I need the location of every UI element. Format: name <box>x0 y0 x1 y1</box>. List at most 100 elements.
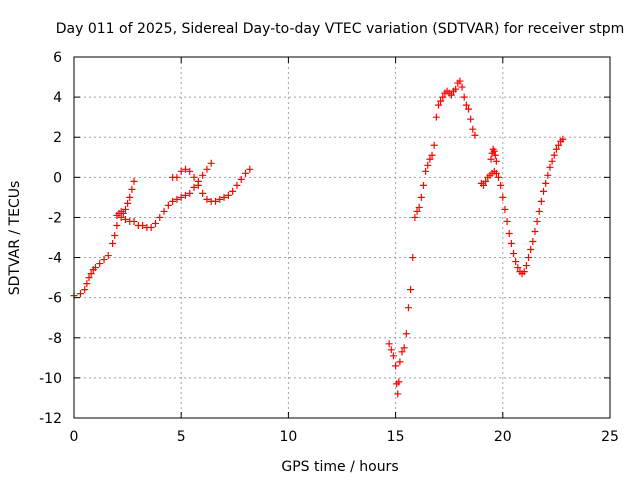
data-point <box>130 217 138 225</box>
data-point <box>394 390 402 398</box>
data-point <box>81 286 89 294</box>
data-point <box>520 268 528 276</box>
series-segment-1 <box>70 177 138 300</box>
data-point <box>535 207 543 215</box>
data-point <box>130 177 138 185</box>
series-segment-2 <box>113 159 215 231</box>
data-point <box>487 155 495 163</box>
y-tick-label: -10 <box>39 371 62 387</box>
data-point <box>173 173 181 181</box>
data-point <box>462 101 470 109</box>
data-point <box>555 141 563 149</box>
axes <box>73 56 611 419</box>
data-point <box>128 185 136 193</box>
data-point <box>229 187 237 195</box>
data-point <box>177 193 185 201</box>
x-tick-labels: 0 5 10 15 20 25 <box>70 429 619 445</box>
data-point <box>233 181 241 189</box>
y-tick-label: 2 <box>53 130 62 146</box>
data-point <box>160 207 168 215</box>
grid <box>74 57 610 418</box>
data-point <box>177 167 185 175</box>
chart-title: Day 011 of 2025, Sidereal Day-to-day VTE… <box>56 21 625 37</box>
data-point <box>212 197 220 205</box>
series-segment-5 <box>477 135 567 278</box>
data-point <box>409 254 417 262</box>
data-point <box>85 274 93 282</box>
data-point <box>430 141 438 149</box>
data-point <box>417 193 425 201</box>
plot-frame <box>73 56 611 419</box>
data-point <box>139 221 147 229</box>
data-point <box>181 165 189 173</box>
data-point <box>452 85 460 93</box>
series-segment-6 <box>487 145 500 165</box>
data-point <box>491 151 499 159</box>
data-points <box>70 77 567 398</box>
data-point <box>424 161 432 169</box>
data-point <box>552 145 560 153</box>
data-point <box>190 183 198 191</box>
data-point <box>151 219 159 227</box>
y-tick-label: -8 <box>48 331 62 347</box>
data-point <box>460 93 468 101</box>
data-point <box>527 246 535 254</box>
data-point <box>96 260 104 268</box>
data-point <box>407 286 415 294</box>
x-tick-label: 20 <box>494 429 512 445</box>
data-point <box>389 352 397 360</box>
data-point <box>400 344 408 352</box>
data-point <box>439 93 447 101</box>
data-point <box>492 157 500 165</box>
data-point <box>490 147 498 155</box>
data-point <box>503 217 511 225</box>
data-point <box>199 189 207 197</box>
y-tick-label: -2 <box>48 210 62 226</box>
data-point <box>113 211 121 219</box>
data-point <box>121 205 129 213</box>
data-point <box>471 131 479 139</box>
data-point <box>224 191 232 199</box>
data-point <box>100 256 108 264</box>
data-point <box>529 238 537 246</box>
data-point <box>83 280 91 288</box>
data-point <box>119 209 127 217</box>
data-point <box>216 195 224 203</box>
data-point <box>147 223 155 231</box>
y-tick-label: 6 <box>53 50 62 66</box>
data-point <box>501 205 509 213</box>
data-point <box>91 264 99 272</box>
data-point <box>385 340 393 348</box>
data-point <box>194 181 202 189</box>
x-tick-label: 10 <box>279 429 297 445</box>
data-point <box>398 348 406 356</box>
data-point <box>109 240 117 248</box>
data-point <box>387 346 395 354</box>
series-segment-3 <box>169 165 254 205</box>
data-point <box>392 362 400 370</box>
x-tick-label: 25 <box>601 429 619 445</box>
y-tick-label: 0 <box>53 170 62 186</box>
data-point <box>492 169 500 177</box>
data-point <box>447 91 455 99</box>
data-point <box>104 252 112 260</box>
data-point <box>546 163 554 171</box>
series-segment-4 <box>385 77 479 398</box>
data-point <box>413 207 421 215</box>
y-tick-label: 4 <box>53 90 62 106</box>
data-point <box>246 165 254 173</box>
data-point <box>117 213 125 221</box>
data-point <box>126 193 134 201</box>
data-point <box>458 83 466 91</box>
data-point <box>402 330 410 338</box>
data-point <box>559 135 567 143</box>
data-point <box>242 169 250 177</box>
data-point <box>199 171 207 179</box>
x-tick-label: 5 <box>177 429 186 445</box>
data-point <box>497 181 505 189</box>
y-tick-label: -12 <box>39 411 62 427</box>
data-point <box>422 167 430 175</box>
data-point <box>426 155 434 163</box>
data-point <box>203 165 211 173</box>
data-point <box>544 171 552 179</box>
